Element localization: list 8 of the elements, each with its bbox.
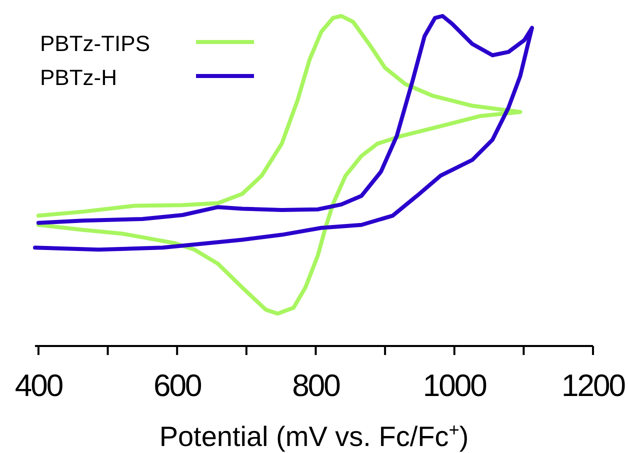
x-axis-title: Potential (mV vs. Fc/Fc$^{+}$)	[159, 420, 469, 452]
text: PBTz-H	[40, 65, 117, 90]
x-tick-label: 800	[292, 368, 341, 403]
legend-label: PBTz-TIPS	[40, 31, 150, 56]
x-tick-label: 400	[14, 368, 64, 403]
x-tick-label: 1000	[422, 368, 488, 403]
x-tick-label: 600	[153, 368, 202, 403]
x-tick-label: 1200	[562, 368, 626, 403]
